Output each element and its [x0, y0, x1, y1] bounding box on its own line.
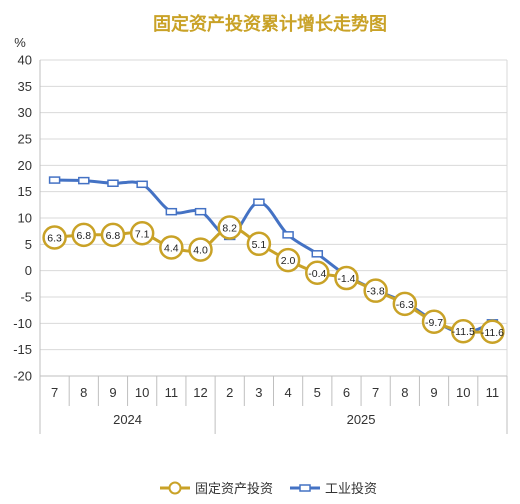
data-label: -9.7 [425, 317, 443, 329]
y-tick-label: -10 [13, 316, 32, 331]
fixed-asset-investment-marker [363, 278, 388, 303]
data-label: -0.4 [308, 268, 326, 280]
data-label: -6.3 [396, 299, 414, 311]
industrial-investment-marker [194, 207, 207, 216]
data-label: -11.5 [452, 326, 475, 338]
data-label: 4.4 [164, 242, 179, 254]
data-label: -3.8 [367, 286, 385, 298]
fixed-asset-investment-marker [480, 319, 505, 345]
fixed-asset-investment-marker [334, 265, 359, 291]
x-tick-label: 10 [456, 385, 470, 400]
series-line-fixed-asset-investment [54, 225, 493, 334]
y-tick-label: -5 [20, 290, 32, 305]
x-tick-label: 8 [401, 385, 408, 400]
y-tick-label: 40 [18, 53, 32, 68]
fixed-asset-investment-marker [42, 225, 67, 250]
year-label: 2025 [347, 412, 376, 427]
series-layer [42, 176, 505, 345]
fixed-asset-investment-marker [421, 309, 447, 335]
series-line-industrial-investment [54, 178, 493, 335]
legend-label-industrial-investment: 工业投资 [325, 481, 377, 497]
y-tick-label: 20 [18, 158, 32, 173]
data-label: 2.0 [281, 255, 296, 267]
industrial-investment-marker [282, 231, 294, 239]
fixed-asset-investment-marker [129, 221, 155, 246]
year-label: 2024 [113, 412, 142, 427]
x-tick-label: 4 [284, 385, 291, 400]
legend: 固定资产投资 工业投资 [160, 481, 377, 497]
x-tick-label: 11 [486, 385, 500, 400]
data-label: 8.2 [222, 222, 237, 234]
x-tick-label: 2 [226, 385, 233, 400]
data-label: -11.6 [481, 327, 504, 339]
x-tick-label: 11 [165, 385, 179, 400]
data-label: 6.8 [76, 230, 91, 242]
fixed-asset-investment-marker [246, 231, 272, 257]
data-label: -1.4 [337, 273, 355, 285]
y-tick-label: 0 [25, 263, 32, 278]
x-tick-label: 7 [51, 385, 58, 400]
x-tick-label: 8 [80, 385, 87, 400]
y-tick-label: 35 [18, 79, 32, 94]
x-tick-label: 7 [372, 385, 379, 400]
legend-label-fixed-asset-investment: 固定资产投资 [195, 481, 273, 497]
y-tick-label: 15 [18, 184, 32, 199]
fixed-asset-investment-marker [275, 247, 301, 273]
y-tick-label: 30 [18, 105, 32, 120]
fixed-asset-investment-marker [100, 222, 126, 248]
industrial-investment-marker [253, 198, 265, 206]
fixed-asset-investment-marker [450, 318, 476, 344]
x-tick-label: 6 [343, 385, 350, 400]
y-tick-label: 25 [18, 132, 32, 147]
y-axis-unit-label: % [14, 35, 26, 50]
x-tick-label: 10 [135, 385, 149, 400]
industrial-investment-marker [48, 176, 61, 184]
data-label: 4.0 [193, 245, 208, 257]
y-tick-label: 10 [18, 211, 32, 226]
y-tick-label: -15 [13, 342, 32, 357]
industrial-investment-marker [136, 180, 148, 189]
industrial-investment-marker [165, 207, 178, 216]
x-tick-label: 9 [109, 385, 116, 400]
y-tick-label: 5 [25, 237, 32, 252]
y-tick-label: -20 [13, 369, 32, 384]
x-tick-label: 9 [430, 385, 437, 400]
industrial-investment-marker [107, 179, 119, 187]
fixed-asset-investment-marker [217, 215, 242, 240]
data-label: 6.3 [47, 232, 62, 244]
data-label: 6.8 [106, 230, 121, 242]
fixed-asset-investment-marker [159, 235, 184, 260]
fixed-asset-investment-marker [392, 291, 418, 317]
data-labels: 6.3 6.8 6.8 7.14.4 4.08.25.12.0-0.4 -1.4-3.8-… [47, 222, 504, 338]
x-tick-label: 5 [314, 385, 321, 400]
legend-marker-industrial-investment [299, 484, 311, 492]
fixed-asset-investment-marker [71, 222, 97, 248]
fixed-asset-investment-marker [305, 260, 330, 286]
legend-marker-fixed-asset-investment [168, 481, 182, 495]
x-tick-label: 12 [193, 385, 207, 400]
data-label: 7.1 [135, 228, 150, 240]
fixed-asset-investment-marker [188, 237, 213, 262]
chart-title: 固定资产投资累计增长走势图 [153, 13, 387, 35]
data-label: 5.1 [252, 239, 267, 251]
industrial-investment-marker [311, 250, 324, 258]
industrial-investment-marker [78, 176, 90, 185]
x-tick-label: 3 [255, 385, 262, 400]
